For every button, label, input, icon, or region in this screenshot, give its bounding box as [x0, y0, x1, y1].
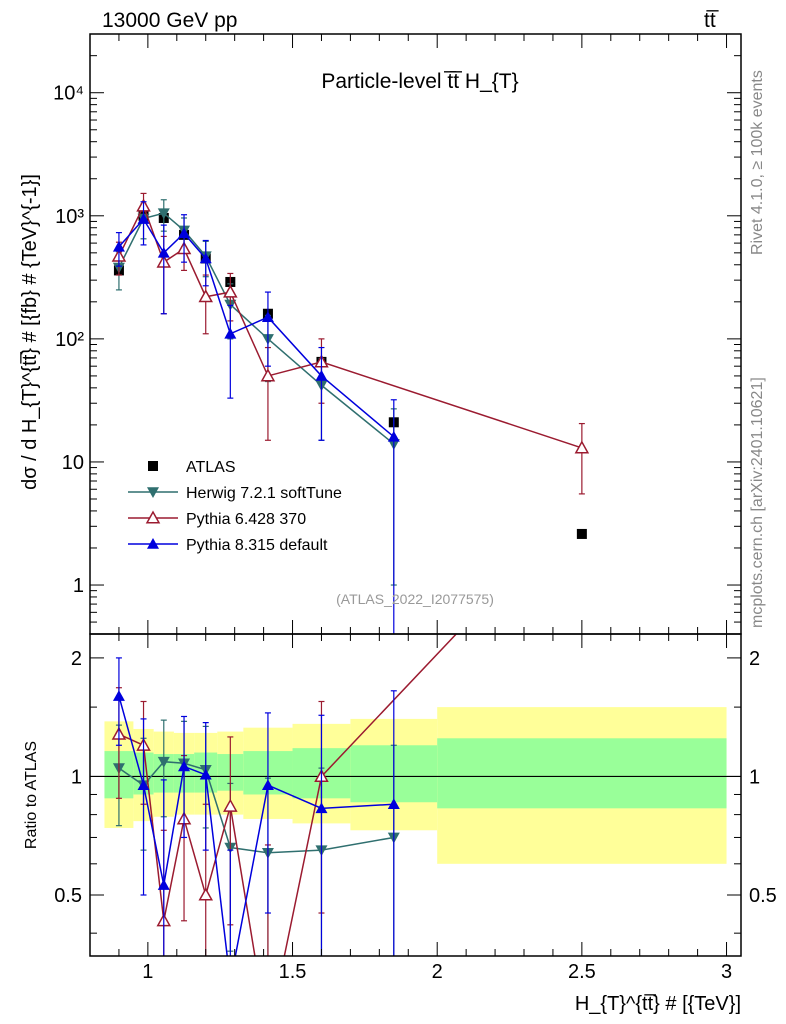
data-point [260, 368, 276, 382]
y-tick-label: 10² [55, 329, 84, 351]
y-tick-label: 10⁴ [53, 83, 84, 105]
ratio-axis-label: Ratio to ATLAS [23, 741, 40, 849]
x-tick-label: 1.5 [279, 961, 307, 983]
main-axes: 1 10 10² 10³ 10⁴ [53, 34, 741, 634]
data-point [178, 227, 191, 239]
ratio-series-pythia-6-428-370 [111, 495, 588, 956]
y-tick-label: 10³ [55, 206, 84, 228]
ratio-point [576, 495, 588, 506]
series-line [118, 204, 583, 449]
ratio-axes: 0.5 0.5 1 1 2 2 1 1.5 2 2.5 3 [54, 634, 777, 983]
data-point [199, 252, 212, 264]
y-tick-label: 1 [73, 575, 84, 597]
legend-marker [145, 510, 161, 524]
uncertainty-band-green [437, 738, 727, 809]
legend-label: Pythia 6.428 370 [186, 511, 306, 528]
mcplots-label: mcplots.cern.ch [arXiv:2401.10621] [749, 377, 766, 628]
data-point [387, 430, 400, 442]
legend: ATLAS Herwig 7.2.1 softTune Pythia 6.428 3… [128, 459, 342, 554]
plot-title: Particle-level t̅t̅ H_{T} [321, 70, 518, 93]
data-point [315, 369, 328, 381]
ratio-tick-label-right: 1 [749, 766, 760, 788]
x-axis-label: H_{T}^{tt̅} # [{TeV}] [575, 993, 741, 1015]
series-pythia-8-315-default [112, 201, 400, 634]
legend-marker [148, 461, 158, 471]
ratio-tick-label: 0.5 [54, 885, 82, 907]
header-final-state: tt̅ [704, 9, 720, 32]
data-point [137, 213, 150, 224]
ratio-tick-label: 2 [71, 648, 82, 670]
ratio-series-pythia-8-315-default [112, 657, 400, 987]
data-point [198, 289, 214, 303]
ratio-tick-label-right: 0.5 [749, 885, 777, 907]
y-axis-label: dσ / d H_{T}^{tt̅} # [{fb} # {TeV}^{-1}] [19, 174, 41, 490]
legend-label: Pythia 8.315 default [186, 537, 328, 554]
x-tick-label: 2 [432, 961, 443, 983]
ratio-panel: 0.5 0.5 1 1 2 2 1 1.5 2 2.5 3 Ratio to ATLAS H_{T}… [23, 495, 777, 1015]
ratio-point [199, 768, 212, 780]
data-point [157, 246, 170, 258]
x-tick-label: 3 [721, 961, 732, 983]
watermark: (ATLAS_2022_I2077575) [336, 591, 494, 607]
ratio-point [157, 879, 170, 890]
legend-marker [147, 487, 159, 498]
x-tick-label: 1 [142, 961, 153, 983]
legend-marker [147, 538, 159, 549]
data-point [224, 327, 237, 339]
series-atlas [113, 210, 587, 539]
ratio-data-layer [90, 495, 741, 987]
x-tick-label: 2.5 [568, 961, 596, 983]
ratio-point [198, 887, 214, 901]
data-point [223, 284, 238, 298]
ratio-point [223, 798, 238, 812]
main-panel: 1 10 10² 10³ 10⁴ Particle-level t̅t̅ H_{T} d… [19, 33, 742, 635]
main-data-layer [111, 192, 590, 634]
rivet-label: Rivet 4.1.0, ≥ 100k events [749, 70, 766, 255]
ratio-tick-label-right: 2 [749, 648, 760, 670]
data-point [574, 440, 590, 454]
ratio-point [315, 802, 328, 814]
data-point [261, 311, 274, 323]
header-process: 13000 GeV pp [102, 9, 237, 32]
data-point [112, 240, 125, 252]
legend-label: ATLAS [186, 459, 236, 476]
data-point [576, 528, 587, 539]
ratio-point [387, 798, 400, 810]
ratio-point [112, 690, 125, 701]
ratio-point [157, 756, 170, 768]
ratio-tick-label: 1 [71, 766, 82, 788]
ratio-point [261, 779, 274, 791]
ratio-frame [89, 633, 742, 957]
legend-label: Herwig 7.2.1 softTune [186, 485, 342, 502]
ratio-point [178, 760, 191, 772]
y-tick-label: 10 [62, 452, 84, 474]
ratio-point [137, 779, 150, 791]
ratio-point [224, 976, 236, 987]
data-point [157, 208, 170, 220]
